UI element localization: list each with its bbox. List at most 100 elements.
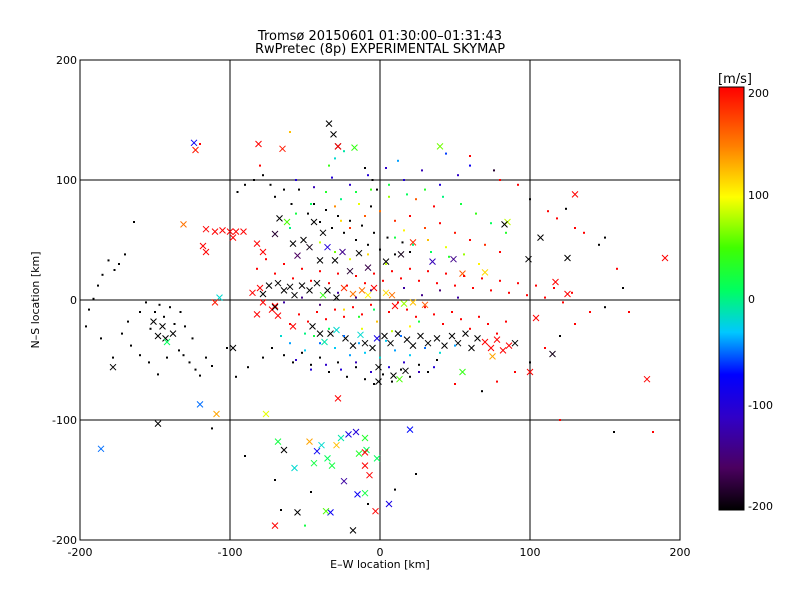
data-point-dot	[173, 323, 176, 325]
data-point-dot	[559, 419, 561, 421]
data-point-dot	[469, 327, 471, 330]
data-point-x	[436, 143, 444, 150]
data-point-dot	[352, 306, 354, 309]
data-point-x	[349, 290, 357, 298]
data-point-x	[229, 344, 237, 352]
data-point-x	[564, 290, 571, 298]
data-point-x	[154, 332, 162, 340]
data-point-x	[202, 225, 210, 233]
data-point-dot	[391, 330, 393, 333]
data-point-dot	[400, 277, 402, 280]
data-point-dot	[188, 361, 191, 364]
data-point-dot	[325, 363, 327, 366]
data-point-x	[313, 447, 321, 455]
data-point-dot	[331, 176, 333, 179]
data-point-dot	[295, 359, 297, 361]
data-point-x	[364, 291, 372, 299]
data-point-x	[327, 509, 334, 516]
data-point-x	[400, 300, 408, 307]
data-point-dot	[304, 332, 306, 335]
chart-subtitle: RwPretec (8p) EXPERIMENTAL SKYMAP	[255, 42, 505, 57]
data-point-x	[355, 249, 363, 257]
data-point-dot	[191, 337, 194, 340]
data-point-dot	[604, 236, 606, 239]
data-point-dot	[313, 203, 315, 205]
data-point-dot	[346, 284, 348, 287]
data-point-x	[229, 234, 237, 241]
data-point-dot	[310, 203, 312, 205]
data-point-x	[450, 255, 457, 263]
data-point-x	[375, 378, 382, 385]
data-point-dot	[403, 229, 405, 232]
data-point-x	[265, 282, 273, 289]
data-point-dot	[178, 349, 180, 352]
data-point-x	[306, 287, 313, 294]
data-point-dot	[283, 354, 285, 357]
data-point-dot	[340, 219, 342, 222]
data-point-dot	[418, 363, 420, 366]
data-point-dot	[364, 167, 366, 169]
data-point-dot	[406, 193, 408, 196]
data-point-x	[333, 294, 340, 301]
data-point-x	[349, 342, 357, 349]
data-point-dot	[289, 342, 291, 345]
data-point-x	[309, 323, 316, 330]
data-point-dot	[226, 347, 228, 349]
data-point-dot	[571, 291, 573, 294]
data-point-dot	[107, 259, 110, 262]
data-point-dot	[355, 361, 357, 364]
y-tick-label: -200	[52, 534, 77, 547]
data-point-dot	[367, 243, 369, 246]
data-point-dot	[292, 277, 294, 280]
data-point-dot	[325, 209, 327, 211]
colorbar-label: [m/s]	[718, 72, 752, 87]
data-point-x	[271, 302, 279, 310]
data-point-dot	[319, 270, 321, 273]
data-point-x	[441, 342, 448, 349]
data-point-x	[385, 500, 393, 508]
data-point-x	[331, 257, 339, 264]
data-point-dot	[328, 282, 330, 285]
data-point-dot	[475, 212, 477, 215]
data-point-x	[325, 120, 333, 127]
data-point-dot	[454, 344, 456, 347]
data-point-dot	[394, 236, 396, 239]
y-tick-label: 100	[56, 174, 77, 187]
data-point-x	[274, 279, 282, 287]
data-point-dot	[163, 315, 165, 318]
data-point-x	[240, 228, 247, 235]
data-point-x	[259, 299, 267, 306]
data-point-dot	[346, 375, 348, 378]
data-point-dot	[130, 344, 132, 347]
data-point-x	[271, 522, 279, 529]
data-point-dot	[418, 320, 420, 323]
data-point-dot	[370, 303, 372, 306]
data-point-x	[300, 236, 307, 244]
data-point-dot	[409, 354, 411, 357]
data-point-x	[351, 144, 358, 151]
data-point-x	[349, 527, 357, 534]
colorbar-tick-label: -100	[748, 399, 773, 412]
data-point-x	[406, 426, 414, 433]
colorbar-tick-label: 0	[748, 293, 755, 306]
data-point-dot	[397, 301, 399, 304]
data-point-dot	[199, 374, 201, 377]
data-point-x	[549, 350, 556, 358]
data-point-dot	[334, 251, 336, 253]
data-point-dot	[385, 263, 387, 265]
data-point-x	[324, 287, 331, 294]
data-point-x	[310, 218, 318, 226]
data-point-x	[433, 335, 441, 342]
data-point-x	[468, 344, 475, 352]
data-point-dot	[427, 239, 429, 241]
data-point-dot	[298, 188, 300, 191]
data-point-dot	[88, 308, 90, 311]
data-point-dot	[565, 207, 567, 210]
data-point-dot	[388, 311, 390, 313]
data-point-dot	[262, 174, 264, 177]
y-tick-label: 0	[70, 294, 77, 307]
data-point-x	[355, 450, 363, 457]
x-tick-label: -100	[218, 546, 243, 559]
data-point-x	[361, 489, 369, 497]
